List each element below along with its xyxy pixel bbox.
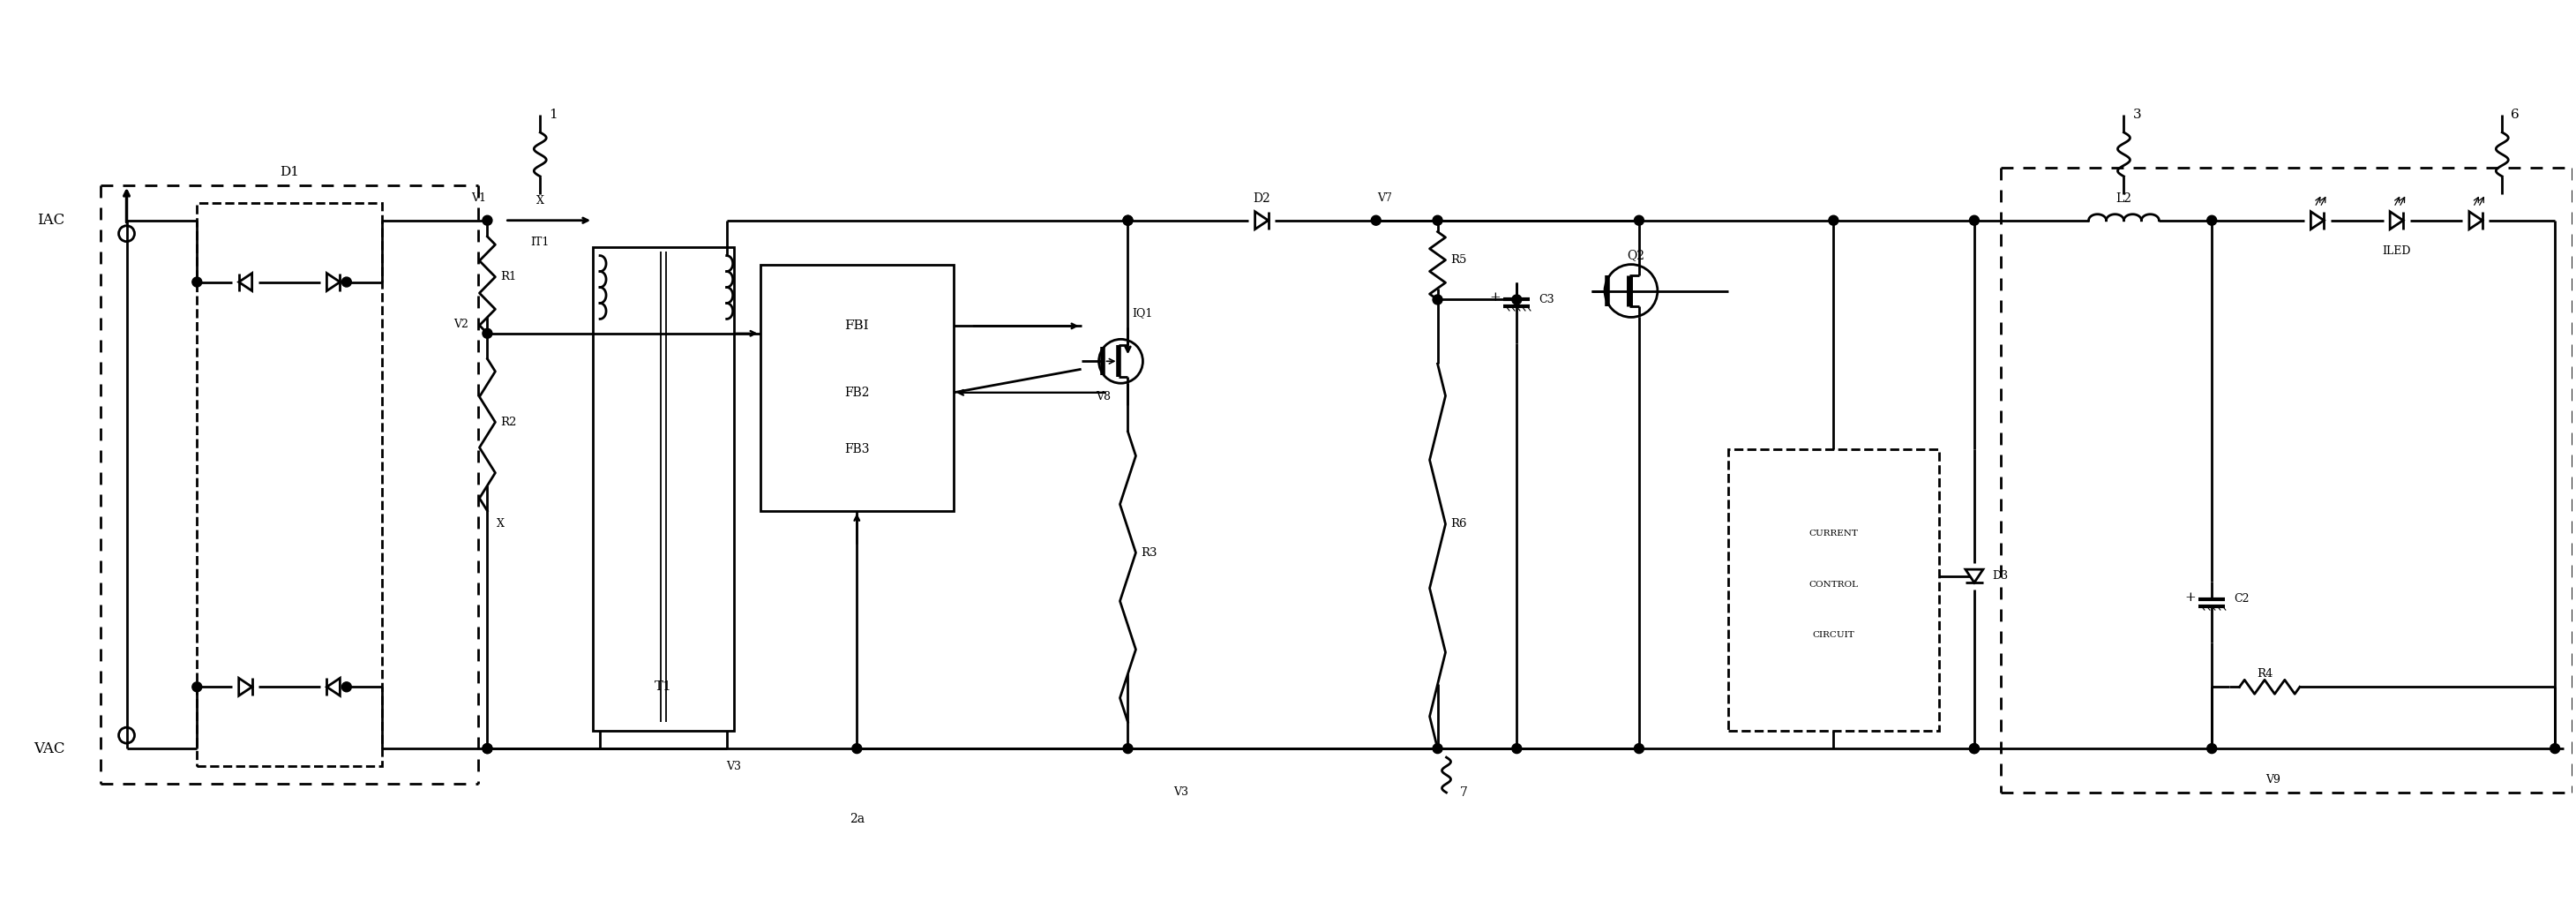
Circle shape [1971, 215, 1978, 226]
Polygon shape [240, 273, 252, 291]
Text: R4: R4 [2257, 668, 2272, 679]
Text: X: X [536, 195, 544, 206]
Text: R2: R2 [500, 416, 518, 428]
Polygon shape [2470, 212, 2483, 229]
Text: X: X [497, 518, 505, 530]
Circle shape [482, 215, 492, 226]
Text: 1: 1 [549, 108, 556, 121]
Circle shape [1829, 215, 1839, 226]
Text: T1: T1 [654, 680, 672, 693]
Text: VAC: VAC [33, 741, 64, 756]
Text: FB2: FB2 [845, 386, 871, 399]
Circle shape [482, 328, 492, 338]
Bar [1728, 449, 1940, 731]
Text: D2: D2 [1252, 193, 1270, 204]
Text: IQ1: IQ1 [1133, 307, 1154, 318]
Text: +: + [1489, 292, 1499, 304]
Polygon shape [1965, 569, 1984, 582]
Circle shape [1432, 294, 1443, 304]
Circle shape [343, 682, 350, 691]
Text: V3: V3 [726, 760, 742, 772]
Circle shape [343, 277, 350, 287]
Text: Q2: Q2 [1625, 249, 1643, 261]
Circle shape [1123, 215, 1133, 226]
Text: 2a: 2a [850, 812, 866, 825]
Circle shape [1633, 215, 1643, 226]
Circle shape [2208, 744, 2218, 754]
Text: R3: R3 [1141, 547, 1157, 558]
Circle shape [1432, 215, 1443, 226]
Circle shape [1370, 215, 1381, 226]
Text: 3: 3 [2133, 108, 2141, 121]
Text: V8: V8 [1095, 391, 1110, 403]
Text: R5: R5 [1450, 254, 1466, 266]
Polygon shape [1255, 212, 1267, 229]
Text: CONTROL: CONTROL [1808, 580, 1857, 589]
Text: V1: V1 [471, 193, 487, 204]
Text: R1: R1 [500, 271, 518, 282]
Circle shape [1123, 215, 1133, 226]
Polygon shape [240, 678, 252, 696]
Text: D3: D3 [1991, 570, 2007, 581]
Text: V7: V7 [1378, 193, 1391, 204]
Text: CIRCUIT: CIRCUIT [1814, 631, 1855, 639]
Circle shape [193, 277, 201, 287]
Text: R6: R6 [1450, 518, 1468, 530]
Circle shape [1971, 744, 1978, 754]
Circle shape [1512, 294, 1522, 304]
Text: FB3: FB3 [845, 443, 871, 456]
Circle shape [2208, 215, 2218, 226]
Text: C2: C2 [2233, 593, 2249, 604]
Circle shape [482, 744, 492, 754]
Text: IAC: IAC [39, 213, 64, 228]
Text: C3: C3 [1538, 293, 1553, 305]
Text: +: + [2184, 591, 2195, 603]
Polygon shape [327, 678, 340, 696]
Circle shape [2550, 744, 2561, 754]
Text: FBI: FBI [845, 320, 868, 332]
Circle shape [1512, 744, 1522, 754]
Text: IT1: IT1 [531, 237, 549, 249]
Text: 6: 6 [2512, 108, 2519, 121]
Circle shape [1971, 744, 1978, 754]
Circle shape [1123, 744, 1133, 754]
Text: D1: D1 [281, 166, 299, 178]
Text: CURRENT: CURRENT [1808, 530, 1857, 537]
Text: ILED: ILED [2383, 246, 2411, 257]
Circle shape [193, 682, 201, 691]
Text: V3: V3 [1172, 787, 1188, 799]
Circle shape [853, 744, 863, 754]
Bar [196, 203, 381, 766]
Text: V2: V2 [453, 319, 469, 330]
Circle shape [1633, 744, 1643, 754]
Polygon shape [327, 273, 340, 291]
Circle shape [482, 744, 492, 754]
Polygon shape [2391, 212, 2403, 229]
Text: L2: L2 [2115, 193, 2133, 204]
Text: 7: 7 [1461, 787, 1468, 799]
Circle shape [1432, 744, 1443, 754]
Polygon shape [2311, 212, 2324, 229]
Text: V9: V9 [2267, 774, 2280, 785]
